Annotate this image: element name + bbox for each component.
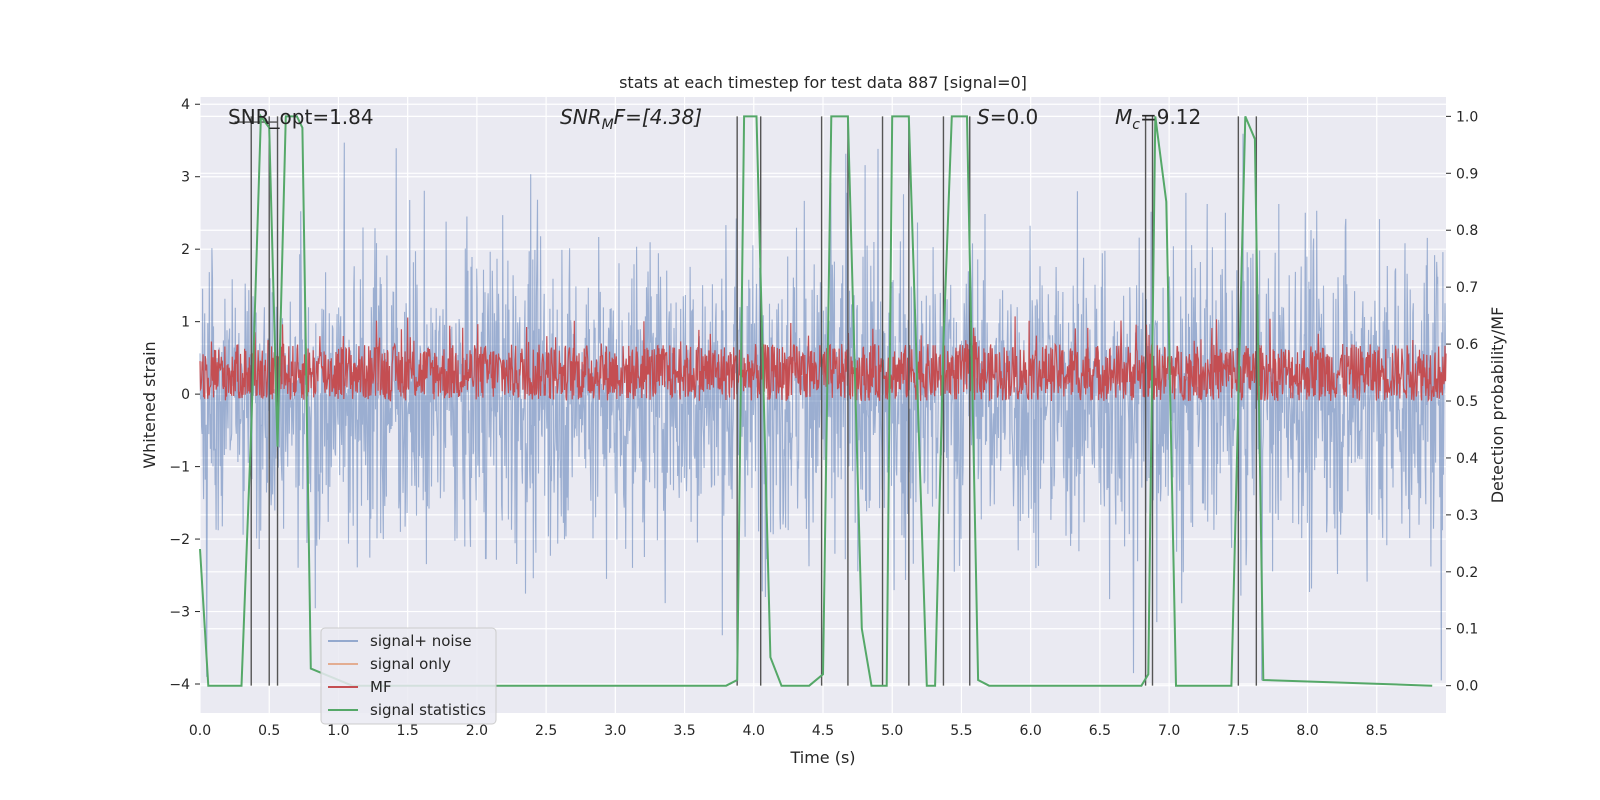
x-tick-label: 7.0	[1158, 723, 1180, 739]
y-right-tick-label: 0.3	[1456, 508, 1478, 524]
y-right-tick-label: 0.6	[1456, 337, 1478, 353]
x-tick-label: 7.5	[1227, 723, 1249, 739]
y-right-tick-label: 0.2	[1456, 565, 1478, 581]
x-tick-label: 4.0	[743, 723, 765, 739]
snr-opt-annotation: SNR_opt=1.84	[228, 105, 374, 129]
x-tick-label: 6.0	[1020, 723, 1042, 739]
legend: signal+ noise signal only MF signal stat…	[320, 627, 497, 725]
y-right-tick-label: 0.0	[1456, 679, 1478, 695]
y-right-tick-label: 0.4	[1456, 451, 1478, 467]
x-tick-labels: 0.0 0.5 1.0 1.5 2.0 2.5 3.0 3.5 4.0 4.5 5.0 5.5 6.0 6…	[189, 723, 1388, 739]
y-right-tick-label: 0.1	[1456, 622, 1478, 638]
signal-statistics-series	[199, 113, 1433, 687]
y-right-axis-label: Detection probability/MF	[1488, 307, 1507, 504]
x-axis-label: Time (s)	[789, 748, 855, 767]
x-tick-label: 0.0	[189, 723, 211, 739]
x-tick-label: 1.5	[397, 723, 419, 739]
x-tick-label: 4.5	[812, 723, 834, 739]
x-tick-label: 2.5	[535, 723, 557, 739]
chart-title: stats at each timestep for test data 887…	[619, 73, 1027, 92]
y-left-tick-label: −2	[169, 532, 190, 548]
y-right-tick-label: 1.0	[1456, 109, 1478, 125]
x-tick-label: 3.5	[673, 723, 695, 739]
y-right-tick-labels: 1.0 0.9 0.8 0.7 0.6 0.5 0.4 0.3 0.2 0.1 0.0	[1446, 109, 1478, 695]
y-left-tick-label: −3	[169, 605, 190, 621]
x-tick-label: 8.0	[1296, 723, 1318, 739]
y-right-tick-label: 0.5	[1456, 394, 1478, 410]
y-left-tick-label: −4	[169, 677, 190, 693]
s-annotation: S=0.0	[977, 105, 1038, 129]
y-left-tick-label: 0	[181, 387, 190, 403]
x-tick-label: 0.5	[258, 723, 280, 739]
signal-statistics-line	[199, 113, 1433, 687]
y-left-tick-label: 2	[181, 242, 190, 258]
x-tick-label: 1.0	[327, 723, 349, 739]
y-left-tick-label: −1	[169, 460, 190, 476]
y-left-tick-label: 4	[181, 97, 190, 113]
y-right-tick-label: 0.8	[1456, 223, 1478, 239]
mc-annotation: Mc=9.12	[1115, 105, 1201, 133]
y-right-tick-label: 0.9	[1456, 166, 1478, 182]
y-right-tick-label: 0.7	[1456, 280, 1478, 296]
x-tick-label: 8.5	[1366, 723, 1388, 739]
x-tick-label: 6.5	[1089, 723, 1111, 739]
y-left-tick-labels: 4 3 2 1 0 −1 −2 −3 −4	[169, 97, 200, 693]
legend-box	[320, 627, 497, 725]
legend-label-mf: MF	[370, 678, 392, 696]
y-left-axis-label: Whitened strain	[140, 341, 159, 468]
x-tick-label: 2.0	[466, 723, 488, 739]
x-tick-label: 3.0	[604, 723, 626, 739]
y-left-tick-label: 1	[181, 315, 190, 331]
y-left-tick-label: 3	[181, 170, 190, 186]
x-tick-label: 5.0	[881, 723, 903, 739]
legend-label-signal-noise: signal+ noise	[370, 632, 472, 650]
x-tick-label: 5.5	[950, 723, 972, 739]
legend-label-signal-statistics: signal statistics	[370, 701, 486, 719]
snr-mf-annotation: SNRMF=[4.38]	[560, 105, 702, 133]
legend-label-signal-only: signal only	[370, 655, 451, 673]
